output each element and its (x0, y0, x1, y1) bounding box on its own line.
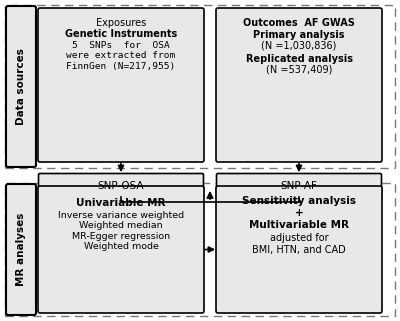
Text: Univariable MR: Univariable MR (76, 198, 166, 208)
Text: Genetic Instruments: Genetic Instruments (65, 29, 177, 39)
FancyBboxPatch shape (6, 184, 36, 315)
Text: SNP-OSA: SNP-OSA (98, 181, 144, 191)
Text: +: + (295, 208, 303, 218)
Bar (5, 183, 395, 316)
Text: Primary analysis: Primary analysis (253, 30, 345, 40)
FancyBboxPatch shape (38, 186, 204, 313)
FancyBboxPatch shape (216, 173, 382, 198)
FancyBboxPatch shape (38, 8, 204, 162)
Text: Outcomes  AF GWAS: Outcomes AF GWAS (243, 18, 355, 28)
FancyBboxPatch shape (38, 173, 204, 198)
FancyBboxPatch shape (6, 6, 36, 167)
Text: Inverse variance weighted
Weighted median
MR-Egger regression
Weighted mode: Inverse variance weighted Weighted media… (58, 211, 184, 251)
Text: Exposures: Exposures (96, 18, 146, 28)
Text: (N =537,409): (N =537,409) (266, 65, 332, 75)
Text: SNP-AF: SNP-AF (280, 181, 318, 191)
FancyBboxPatch shape (216, 186, 382, 313)
Text: 5  SNPs  for  OSA
were extracted from
FinnGen (N=217,955): 5 SNPs for OSA were extracted from FinnG… (66, 41, 176, 71)
Text: Sensitivity analysis: Sensitivity analysis (242, 196, 356, 206)
Text: adjusted for
BMI, HTN, and CAD: adjusted for BMI, HTN, and CAD (252, 233, 346, 255)
Bar (5, 5, 395, 168)
Text: (N =1,030,836): (N =1,030,836) (261, 41, 337, 51)
Text: Multivariable MR: Multivariable MR (249, 220, 349, 230)
Text: Replicated analysis: Replicated analysis (246, 54, 352, 64)
FancyBboxPatch shape (216, 8, 382, 162)
Text: MR analyses: MR analyses (16, 213, 26, 286)
Text: Data sources: Data sources (16, 48, 26, 125)
